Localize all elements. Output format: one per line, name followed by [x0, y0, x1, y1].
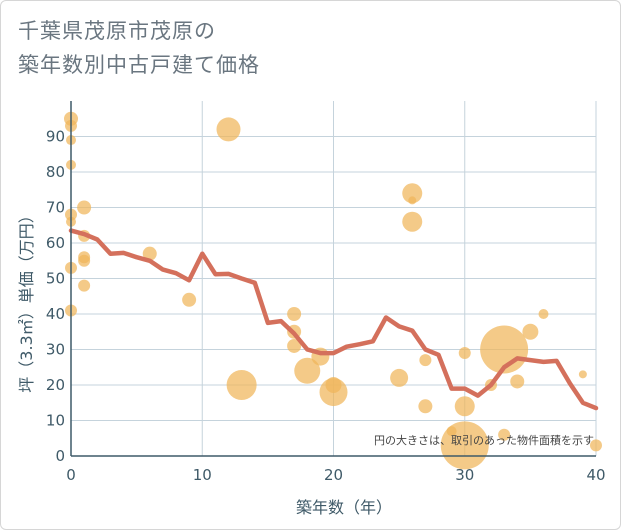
x-tick-label-20: 20 [324, 466, 343, 484]
x-tick-label-10: 10 [193, 466, 212, 484]
y-tick-label-10: 10 [46, 412, 65, 430]
bubble-20 [294, 357, 321, 384]
y-tick-label-50: 50 [46, 270, 65, 288]
bubble-29 [418, 399, 433, 414]
x-axis-title: 築年数（年） [296, 498, 392, 517]
grid-lines [71, 101, 597, 456]
bubble-14 [182, 292, 197, 307]
bubble-37 [510, 374, 525, 389]
title-line-1: 千葉県茂原市茂原の [18, 19, 216, 43]
title-line-2: 築年数別中古戸建て価格 [18, 53, 260, 77]
bubble-32 [454, 396, 475, 417]
x-tick-label-0: 0 [66, 466, 76, 484]
x-tick-label-40: 40 [586, 466, 605, 484]
bubble-11 [78, 254, 91, 267]
y-tick-label-20: 20 [46, 376, 65, 394]
bubble-28 [419, 354, 432, 367]
bubble-38 [522, 323, 539, 340]
bubble-size-note: 円の大きさは、取引のあった物件面積を示す [374, 433, 594, 447]
bubble-41 [590, 439, 602, 452]
bubble-16 [226, 370, 257, 400]
bubble-40 [578, 370, 587, 379]
average-line-layer [68, 228, 599, 411]
bubble-23 [319, 378, 348, 407]
bubble-24 [390, 368, 409, 387]
bubble-36 [498, 428, 511, 441]
bubble-25 [402, 183, 423, 204]
bubble-8 [77, 200, 92, 215]
tick-labels: 0 10 20 30 40 50 60 70 80 90 0 10 20 30 40 [46, 128, 606, 485]
y-axis-title: 坪（3.3㎡）単価（万円） [17, 207, 36, 392]
chart-title: 千葉県茂原市茂原の 築年数別中古戸建て価格 [18, 14, 578, 82]
bubble-33 [440, 421, 489, 470]
bubble-13 [142, 246, 157, 261]
bubble-26 [408, 196, 417, 205]
y-tick-label-30: 30 [46, 341, 65, 359]
axes [70, 101, 596, 457]
bubble-12 [78, 279, 91, 292]
y-tick-label-80: 80 [46, 163, 65, 181]
series-line-average [68, 228, 599, 411]
y-tick-label-60: 60 [46, 234, 65, 252]
bubble-19 [287, 338, 302, 353]
bubble-15 [216, 117, 241, 142]
bubble-31 [458, 347, 471, 360]
y-tick-label-70: 70 [46, 199, 65, 217]
y-tick-label-0: 0 [55, 447, 65, 465]
y-tick-label-40: 40 [46, 305, 65, 323]
bubble-17 [287, 307, 302, 321]
bubble-27 [402, 211, 423, 232]
bubble-39 [538, 309, 549, 319]
y-tick-label-90: 90 [46, 128, 65, 146]
x-tick-label-30: 30 [455, 466, 474, 484]
